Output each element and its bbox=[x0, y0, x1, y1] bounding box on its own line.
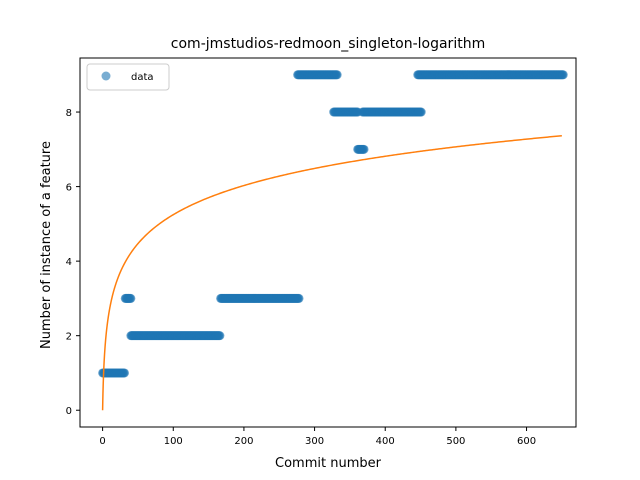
plot-area bbox=[98, 70, 568, 411]
y-axis-title: Number of instance of a feature bbox=[39, 141, 54, 349]
data-point bbox=[215, 331, 225, 341]
legend-marker-data bbox=[101, 71, 111, 81]
legend-frame bbox=[86, 63, 170, 91]
data-point bbox=[332, 70, 342, 80]
data-point bbox=[359, 144, 369, 154]
y-tick-label: 2 bbox=[66, 332, 72, 343]
x-axis-title: Commit number bbox=[275, 456, 382, 471]
data-point bbox=[294, 293, 304, 303]
y-tick-label: 4 bbox=[66, 257, 72, 268]
y-tick-label: 6 bbox=[66, 183, 72, 194]
chart-title: com-jmstudios-redmoon_singleton-logarith… bbox=[171, 36, 485, 52]
x-tick-label: 100 bbox=[164, 436, 183, 447]
x-tick-label: 600 bbox=[517, 436, 536, 447]
data-point bbox=[126, 293, 136, 303]
x-tick-label: 200 bbox=[234, 436, 253, 447]
axes-frame bbox=[79, 57, 577, 428]
axes: 0 100 200 300 400 500 600 0 2 4 6 8 bbox=[66, 57, 577, 447]
y-tick-label: 8 bbox=[66, 108, 72, 119]
legend-label-data: data bbox=[131, 72, 154, 83]
y-tick-label: 0 bbox=[66, 406, 72, 417]
data-series bbox=[98, 70, 568, 378]
x-tick-label: 0 bbox=[99, 436, 105, 447]
x-tick-label: 500 bbox=[446, 436, 465, 447]
x-tick-label: 400 bbox=[376, 436, 395, 447]
data-point bbox=[558, 70, 568, 80]
x-tick-label: 300 bbox=[305, 436, 324, 447]
data-point bbox=[120, 368, 130, 378]
legend: data bbox=[86, 63, 170, 91]
fit-line bbox=[101, 135, 562, 411]
data-point bbox=[416, 107, 426, 117]
